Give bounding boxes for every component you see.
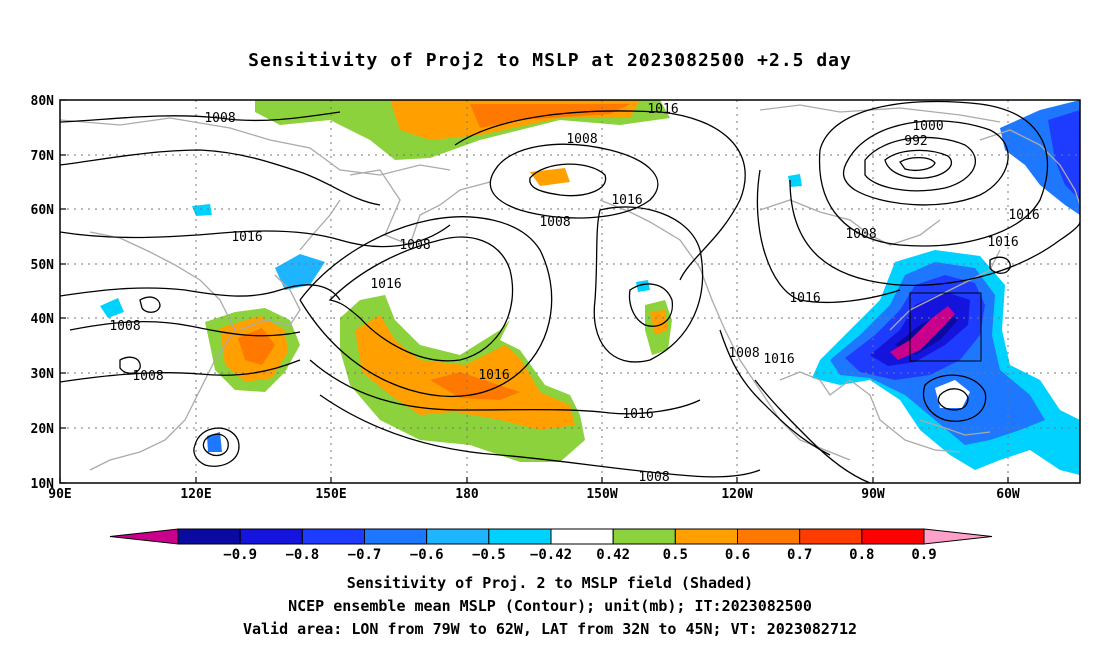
colorbar-swatch bbox=[674, 528, 738, 545]
shade-negative-spot3 bbox=[207, 432, 222, 452]
shade-negative-kamchatka bbox=[275, 254, 325, 290]
colorbar-swatch bbox=[861, 528, 925, 545]
colorbar-arrow-right bbox=[923, 528, 993, 545]
contour-label: 1016 bbox=[611, 193, 642, 208]
colorbar-swatch bbox=[799, 528, 863, 545]
contour-label: 1008 bbox=[539, 215, 570, 230]
lat-label: 40N bbox=[31, 312, 55, 327]
contour-labels: 1008 1016 1008 1016 1008 1000 992 1016 1… bbox=[109, 102, 1039, 485]
colorbar-swatch bbox=[737, 528, 801, 545]
contour-label: 1016 bbox=[1008, 208, 1039, 223]
lon-label: 120W bbox=[721, 487, 752, 502]
contour-label: 1000 bbox=[912, 119, 943, 134]
contour-label: 1016 bbox=[370, 277, 401, 292]
shade-positive-bering bbox=[530, 168, 570, 186]
contour-label: 1008 bbox=[638, 470, 669, 485]
shade-positive-japan-peak bbox=[238, 328, 275, 365]
lon-label: 150E bbox=[315, 487, 346, 502]
shade-negative-greenland-core bbox=[1048, 110, 1080, 200]
shade-positive-pacific-core bbox=[355, 315, 575, 430]
contour-label: 1008 bbox=[845, 227, 876, 242]
lat-label: 70N bbox=[31, 149, 55, 164]
colorbar-swatch bbox=[550, 528, 614, 545]
colorbar-label: −0.9 bbox=[223, 547, 257, 563]
contour-label: 1016 bbox=[647, 102, 678, 117]
lat-label: 80N bbox=[31, 94, 55, 109]
colorbar-label: −0.6 bbox=[410, 547, 444, 563]
colorbar: −0.9 −0.8 −0.7 −0.6 −0.5 −0.42 0.42 0.5 0.6 0.7 0.… bbox=[109, 528, 993, 563]
contour-label: 1016 bbox=[789, 291, 820, 306]
colorbar-swatch bbox=[612, 528, 676, 545]
lon-label: 90W bbox=[861, 487, 885, 502]
shade-positive-pacific-mid bbox=[430, 372, 520, 400]
lat-label: 30N bbox=[31, 367, 55, 382]
lat-label: 50N bbox=[31, 258, 55, 273]
lon-label: 120E bbox=[180, 487, 211, 502]
shade-negative-hudson bbox=[788, 174, 802, 187]
colorbar-label: −0.5 bbox=[472, 547, 506, 563]
colorbar-arrow-left bbox=[109, 528, 179, 545]
colorbar-label: 0.5 bbox=[663, 547, 688, 563]
mslp-contours bbox=[60, 100, 1080, 483]
shade-extreme-atlantic bbox=[890, 306, 955, 360]
contour-label: 1016 bbox=[622, 407, 653, 422]
graticule bbox=[60, 100, 1080, 483]
colorbar-label: 0.42 bbox=[596, 547, 630, 563]
caption-line-1: Sensitivity of Proj. 2 to MSLP field (Sh… bbox=[346, 574, 754, 592]
ticks bbox=[59, 99, 1009, 484]
contour-label: 1008 bbox=[566, 132, 597, 147]
contour-label: 1008 bbox=[109, 319, 140, 334]
colorbar-label: 0.8 bbox=[849, 547, 874, 563]
lon-label: 60W bbox=[996, 487, 1020, 502]
caption-line-2: NCEP ensemble mean MSLP (Contour); unit(… bbox=[288, 597, 812, 615]
colorbar-swatch bbox=[177, 528, 241, 545]
map-title: Sensitivity of Proj2 to MSLP at 20230825… bbox=[248, 50, 852, 71]
contour-label: 1016 bbox=[987, 235, 1018, 250]
lon-labels: 90E 120E 150E 180 150W 120W 90W 60W bbox=[48, 487, 1020, 502]
shade-hole-atlantic bbox=[935, 380, 970, 408]
contour-label: 1008 bbox=[728, 346, 759, 361]
contour-label: 1016 bbox=[231, 230, 262, 245]
shade-negative-spot1 bbox=[192, 204, 212, 216]
colorbar-label: −0.7 bbox=[348, 547, 382, 563]
contour-label: 1016 bbox=[478, 368, 509, 383]
colorbar-swatch bbox=[301, 528, 366, 545]
colorbar-swatch bbox=[426, 528, 490, 545]
colorbar-swatch bbox=[488, 528, 552, 545]
colorbar-label: 0.6 bbox=[725, 547, 750, 563]
contour-label: 1008 bbox=[204, 111, 235, 126]
colorbar-label: 0.7 bbox=[787, 547, 812, 563]
colorbar-swatch bbox=[364, 528, 428, 545]
valid-area-box bbox=[909, 292, 982, 362]
contour-label: 1016 bbox=[763, 352, 794, 367]
lon-label: 150W bbox=[586, 487, 617, 502]
lat-labels: 80N 70N 60N 50N 40N 30N 20N 10N bbox=[31, 94, 55, 492]
contour-label: 1008 bbox=[399, 238, 430, 253]
map-frame bbox=[59, 99, 1081, 484]
lon-label: 180 bbox=[455, 487, 479, 502]
lat-label: 60N bbox=[31, 203, 55, 218]
lon-label: 90E bbox=[48, 487, 71, 502]
shade-negative-spot2 bbox=[100, 298, 124, 318]
colorbar-label: −0.8 bbox=[285, 547, 319, 563]
colorbar-label: 0.9 bbox=[911, 547, 936, 563]
lat-label: 20N bbox=[31, 422, 55, 437]
shade-positive-midpac-core bbox=[650, 310, 668, 335]
colorbar-swatch bbox=[239, 528, 303, 545]
coastlines bbox=[60, 104, 1080, 471]
contour-label: 992 bbox=[904, 134, 927, 149]
shade-negative-midpac-spot bbox=[636, 280, 650, 292]
colorbar-label: −0.42 bbox=[530, 547, 572, 563]
contour-label: 1008 bbox=[132, 369, 163, 384]
lat-label: 10N bbox=[31, 477, 55, 492]
caption-line-3: Valid area: LON from 79W to 62W, LAT fro… bbox=[242, 620, 858, 638]
